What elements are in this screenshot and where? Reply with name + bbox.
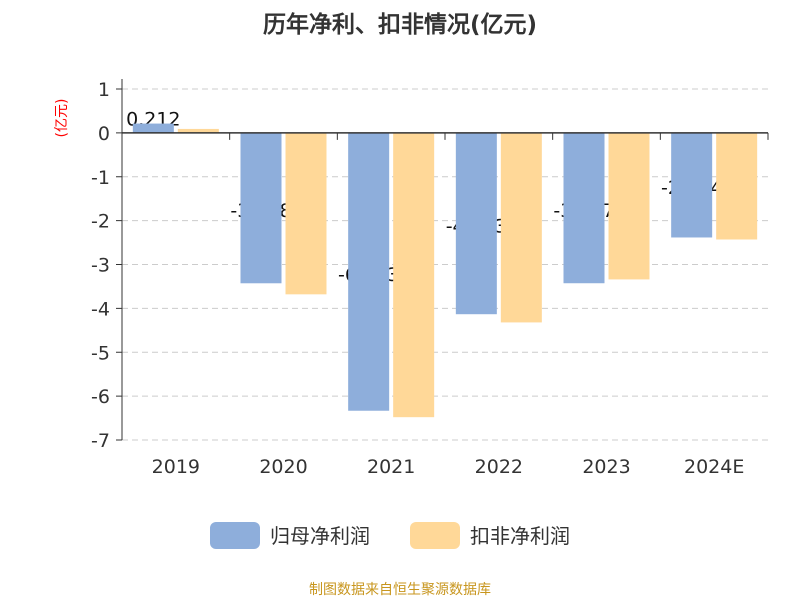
y-tick-label: 0 [98, 123, 110, 145]
bar-net-profit [132, 123, 174, 133]
bar-net-profit [671, 132, 713, 238]
y-tick-label: -7 [91, 430, 110, 452]
y-tick-label: -4 [91, 298, 110, 320]
bar-deducted-profit [716, 132, 758, 240]
bar-net-profit [563, 132, 605, 284]
bar-deducted-profit [177, 128, 219, 133]
bar-deducted-profit [500, 132, 542, 323]
y-tick-label: -1 [91, 167, 110, 189]
bar-deducted-profit [608, 132, 650, 280]
y-axis-label: (亿元) [54, 99, 70, 138]
x-tick-label: 2023 [582, 456, 630, 478]
x-tick-label: 2021 [367, 456, 415, 478]
legend-swatch [210, 522, 260, 549]
bar-net-profit [240, 132, 282, 284]
bar-deducted-profit [285, 132, 327, 295]
legend-label: 归母净利润 [270, 524, 370, 548]
legend-swatch [410, 522, 460, 549]
legend-label: 扣非净利润 [470, 524, 570, 548]
x-tick-label: 2019 [152, 456, 200, 478]
bar-net-profit [455, 132, 497, 315]
x-tick-label: 2020 [259, 456, 307, 478]
bar-net-profit [348, 132, 390, 411]
chart-title: 历年净利、扣非情况(亿元) [263, 11, 537, 38]
y-tick-label: -3 [91, 255, 110, 277]
source-note: 制图数据来自恒生聚源数据库 [309, 582, 491, 598]
bar-deducted-profit [393, 132, 435, 418]
legend-item: 扣非净利润 [410, 522, 570, 549]
x-tick-label: 2024E [684, 456, 744, 478]
y-tick-label: -2 [91, 211, 110, 233]
y-tick-label: -6 [91, 386, 110, 408]
y-tick-label: -5 [91, 342, 110, 364]
y-tick-label: 1 [98, 79, 110, 101]
x-tick-label: 2022 [475, 456, 523, 478]
legend-item: 归母净利润 [210, 522, 370, 549]
